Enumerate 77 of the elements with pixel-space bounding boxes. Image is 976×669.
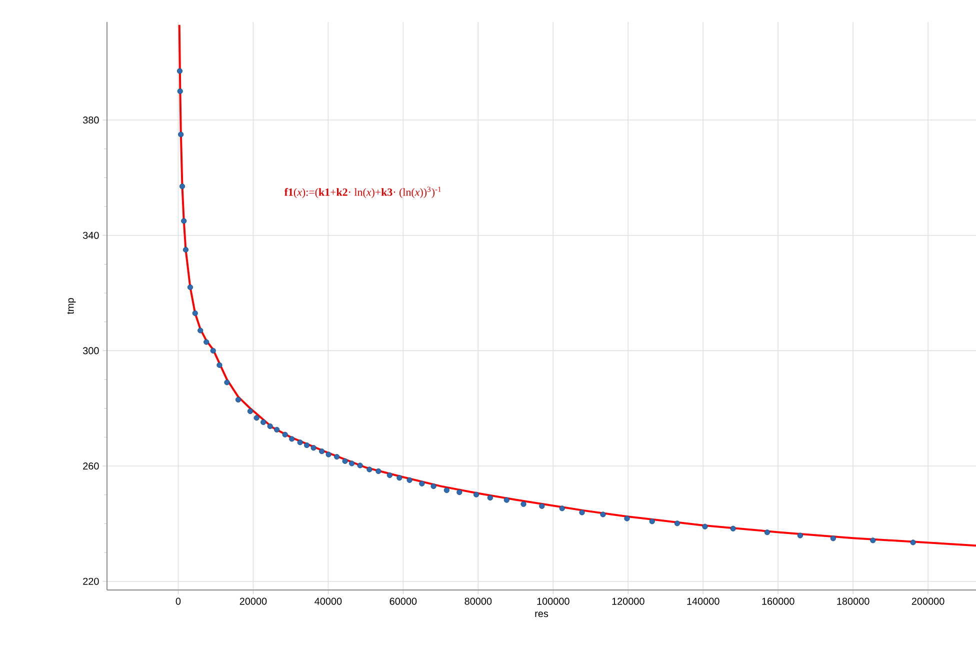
point xyxy=(216,362,222,368)
point xyxy=(182,246,189,253)
x-tick-label: 80000 xyxy=(464,598,492,605)
point xyxy=(334,454,340,460)
point xyxy=(702,524,708,530)
point xyxy=(504,497,510,503)
point xyxy=(764,530,770,536)
line-series xyxy=(178,24,976,547)
point xyxy=(310,445,316,451)
point xyxy=(247,408,253,414)
point xyxy=(289,436,295,442)
point xyxy=(235,396,242,402)
point xyxy=(386,472,392,478)
y-tick-label: 220 xyxy=(83,578,99,585)
point xyxy=(444,487,450,494)
point xyxy=(730,526,736,532)
point xyxy=(559,506,565,512)
point xyxy=(376,468,382,474)
point xyxy=(176,68,183,74)
point xyxy=(600,512,606,518)
x-tick-label: 200000 xyxy=(912,598,944,605)
point xyxy=(430,483,436,489)
x-tick-label: 160000 xyxy=(762,598,794,605)
point xyxy=(224,380,230,386)
x-tick-label: 60000 xyxy=(390,598,417,605)
y-tick-label: 380 xyxy=(82,116,99,124)
point xyxy=(210,348,216,354)
point xyxy=(910,540,916,546)
point xyxy=(204,339,210,345)
point xyxy=(624,516,630,522)
point xyxy=(187,284,194,290)
x-tick-label: 120000 xyxy=(612,598,644,605)
point xyxy=(674,520,680,526)
y-tick-label: 300 xyxy=(82,347,99,354)
point xyxy=(830,536,836,542)
point xyxy=(254,415,260,421)
y-axis-title: tmp xyxy=(67,298,76,314)
point xyxy=(649,518,655,524)
point xyxy=(282,432,288,438)
point xyxy=(198,328,204,334)
point xyxy=(297,440,303,446)
point xyxy=(396,475,402,481)
x-tick-label: 180000 xyxy=(837,598,870,605)
point xyxy=(456,489,462,496)
x-tick-label: 40000 xyxy=(314,598,342,605)
point xyxy=(319,448,325,454)
point xyxy=(349,460,355,466)
point xyxy=(260,419,266,425)
point xyxy=(579,510,585,516)
y-tick-label: 340 xyxy=(82,232,99,239)
point xyxy=(797,532,803,538)
x-tick-label: 140000 xyxy=(687,598,720,605)
point xyxy=(870,538,876,544)
point xyxy=(487,494,493,501)
point xyxy=(539,503,545,509)
point xyxy=(357,462,363,468)
point xyxy=(419,480,425,486)
point xyxy=(179,184,186,190)
x-axis-title: res xyxy=(535,612,548,618)
point xyxy=(304,442,310,448)
point xyxy=(177,88,183,94)
point xyxy=(366,466,372,472)
point xyxy=(178,132,184,138)
point xyxy=(473,492,480,498)
point xyxy=(406,477,412,483)
point xyxy=(192,310,198,316)
text: f1(x):=(k1+k2· ln(x)+k3· (ln(x))$^{3}$)$^{-1}$ xyxy=(284,186,441,198)
point xyxy=(181,218,187,224)
point xyxy=(267,423,273,430)
x-tick-label: 0 xyxy=(176,598,181,605)
point xyxy=(342,458,348,464)
x-tick-label: 20000 xyxy=(240,598,267,605)
point xyxy=(326,452,332,458)
x-tick-label: 100000 xyxy=(537,598,570,605)
y-tick-label: 260 xyxy=(83,462,99,470)
point xyxy=(520,501,526,507)
point xyxy=(274,426,280,432)
